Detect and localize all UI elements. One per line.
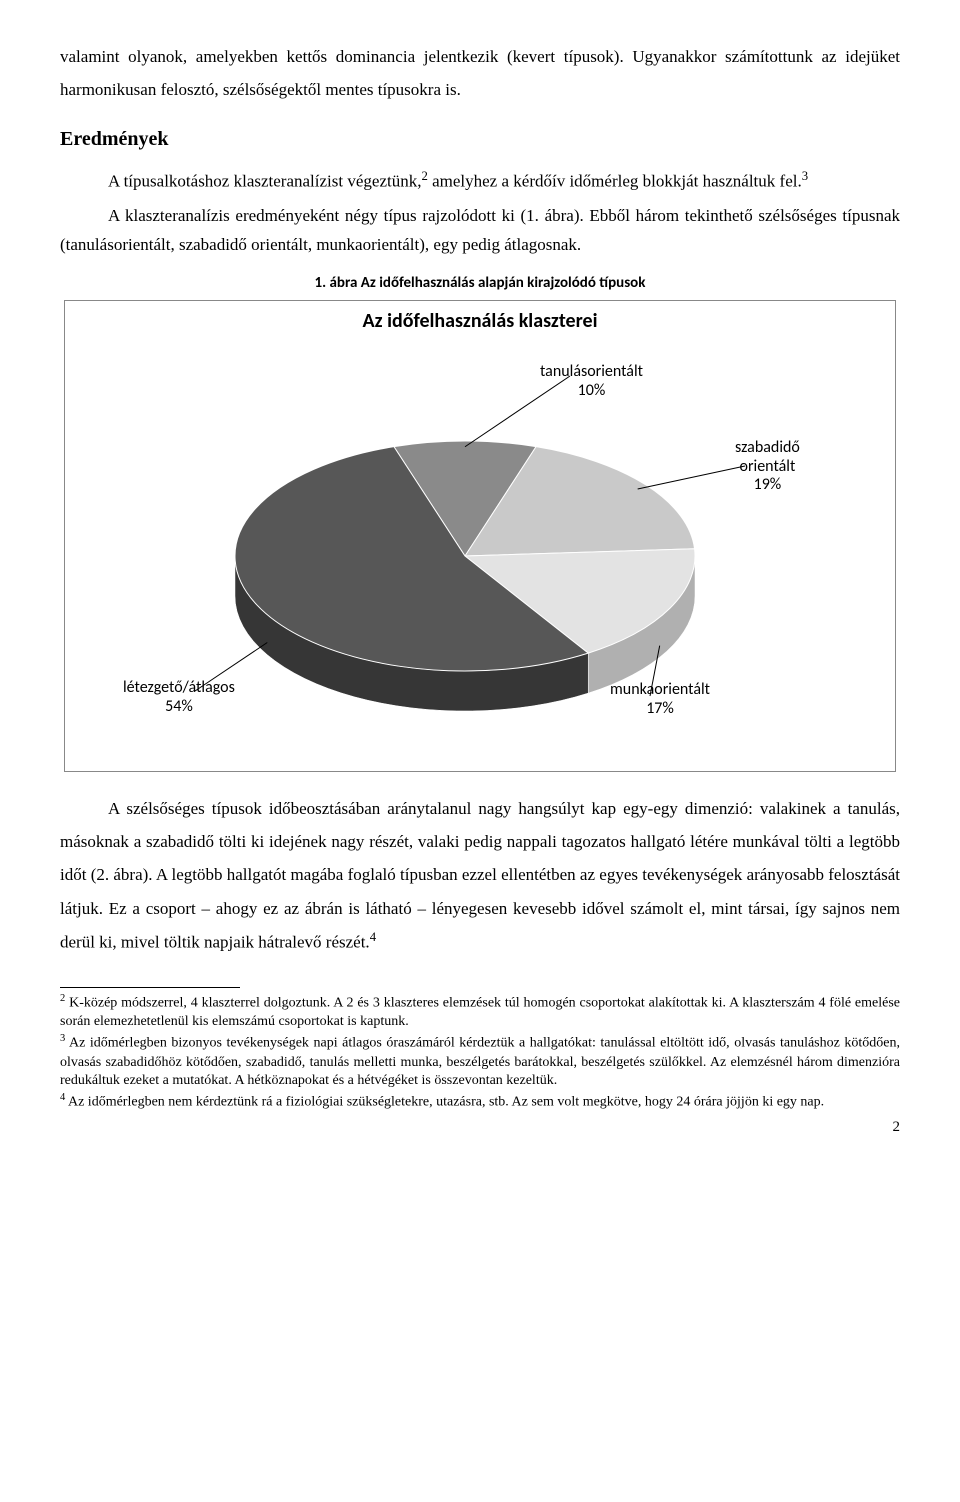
figure-caption: 1. ábra Az időfelhasználás alapján kiraj…	[60, 274, 900, 292]
footnote-3: 3 Az időmérlegben bizonyos tevékenységek…	[60, 1032, 900, 1091]
intro-paragraph: valamint olyanok, amelyekben kettős domi…	[60, 40, 900, 106]
results-text-1a: A típusalkotáshoz klaszteranalízist vége…	[108, 172, 421, 191]
label-atlagos: létezgető/átlagos 54%	[123, 679, 235, 716]
results-heading: Eredmények	[60, 128, 900, 151]
label-tanulas: tanulásorientált 10%	[540, 363, 643, 400]
label-munka: munkaorientált 17%	[610, 681, 710, 718]
footnote-ref-4: 4	[370, 930, 376, 944]
footnotes-block: 2 K-közép módszerrel, 4 klaszterrel dolg…	[60, 992, 900, 1113]
label-szabadido: szabadidő orientált 19%	[735, 439, 800, 494]
pie-chart-container: Az időfelhasználás klaszterei tanulásori…	[64, 300, 896, 772]
after-chart-paragraph: A szélsőséges típusok időbeosztásában ar…	[60, 792, 900, 958]
after-chart-text: A szélsőséges típusok időbeosztásában ar…	[60, 799, 900, 951]
footnote-4: 4 Az időmérlegben nem kérdeztünk rá a fi…	[60, 1091, 900, 1113]
results-paragraph-2: A klaszteranalízis eredményeként négy tí…	[60, 201, 900, 261]
footnote-2: 2 K-közép módszerrel, 4 klaszterrel dolg…	[60, 992, 900, 1032]
footnote-separator	[60, 987, 240, 988]
chart-title: Az időfelhasználás klaszterei	[65, 309, 895, 333]
page-number: 2	[60, 1119, 900, 1136]
results-paragraph-1: A típusalkotáshoz klaszteranalízist vége…	[60, 165, 900, 196]
results-text-2: A klaszteranalízis eredményeként négy tí…	[60, 206, 900, 255]
footnote-ref-3: 3	[802, 169, 808, 183]
results-text-1b: amelyhez a kérdőív időmérleg blokkját ha…	[428, 172, 802, 191]
